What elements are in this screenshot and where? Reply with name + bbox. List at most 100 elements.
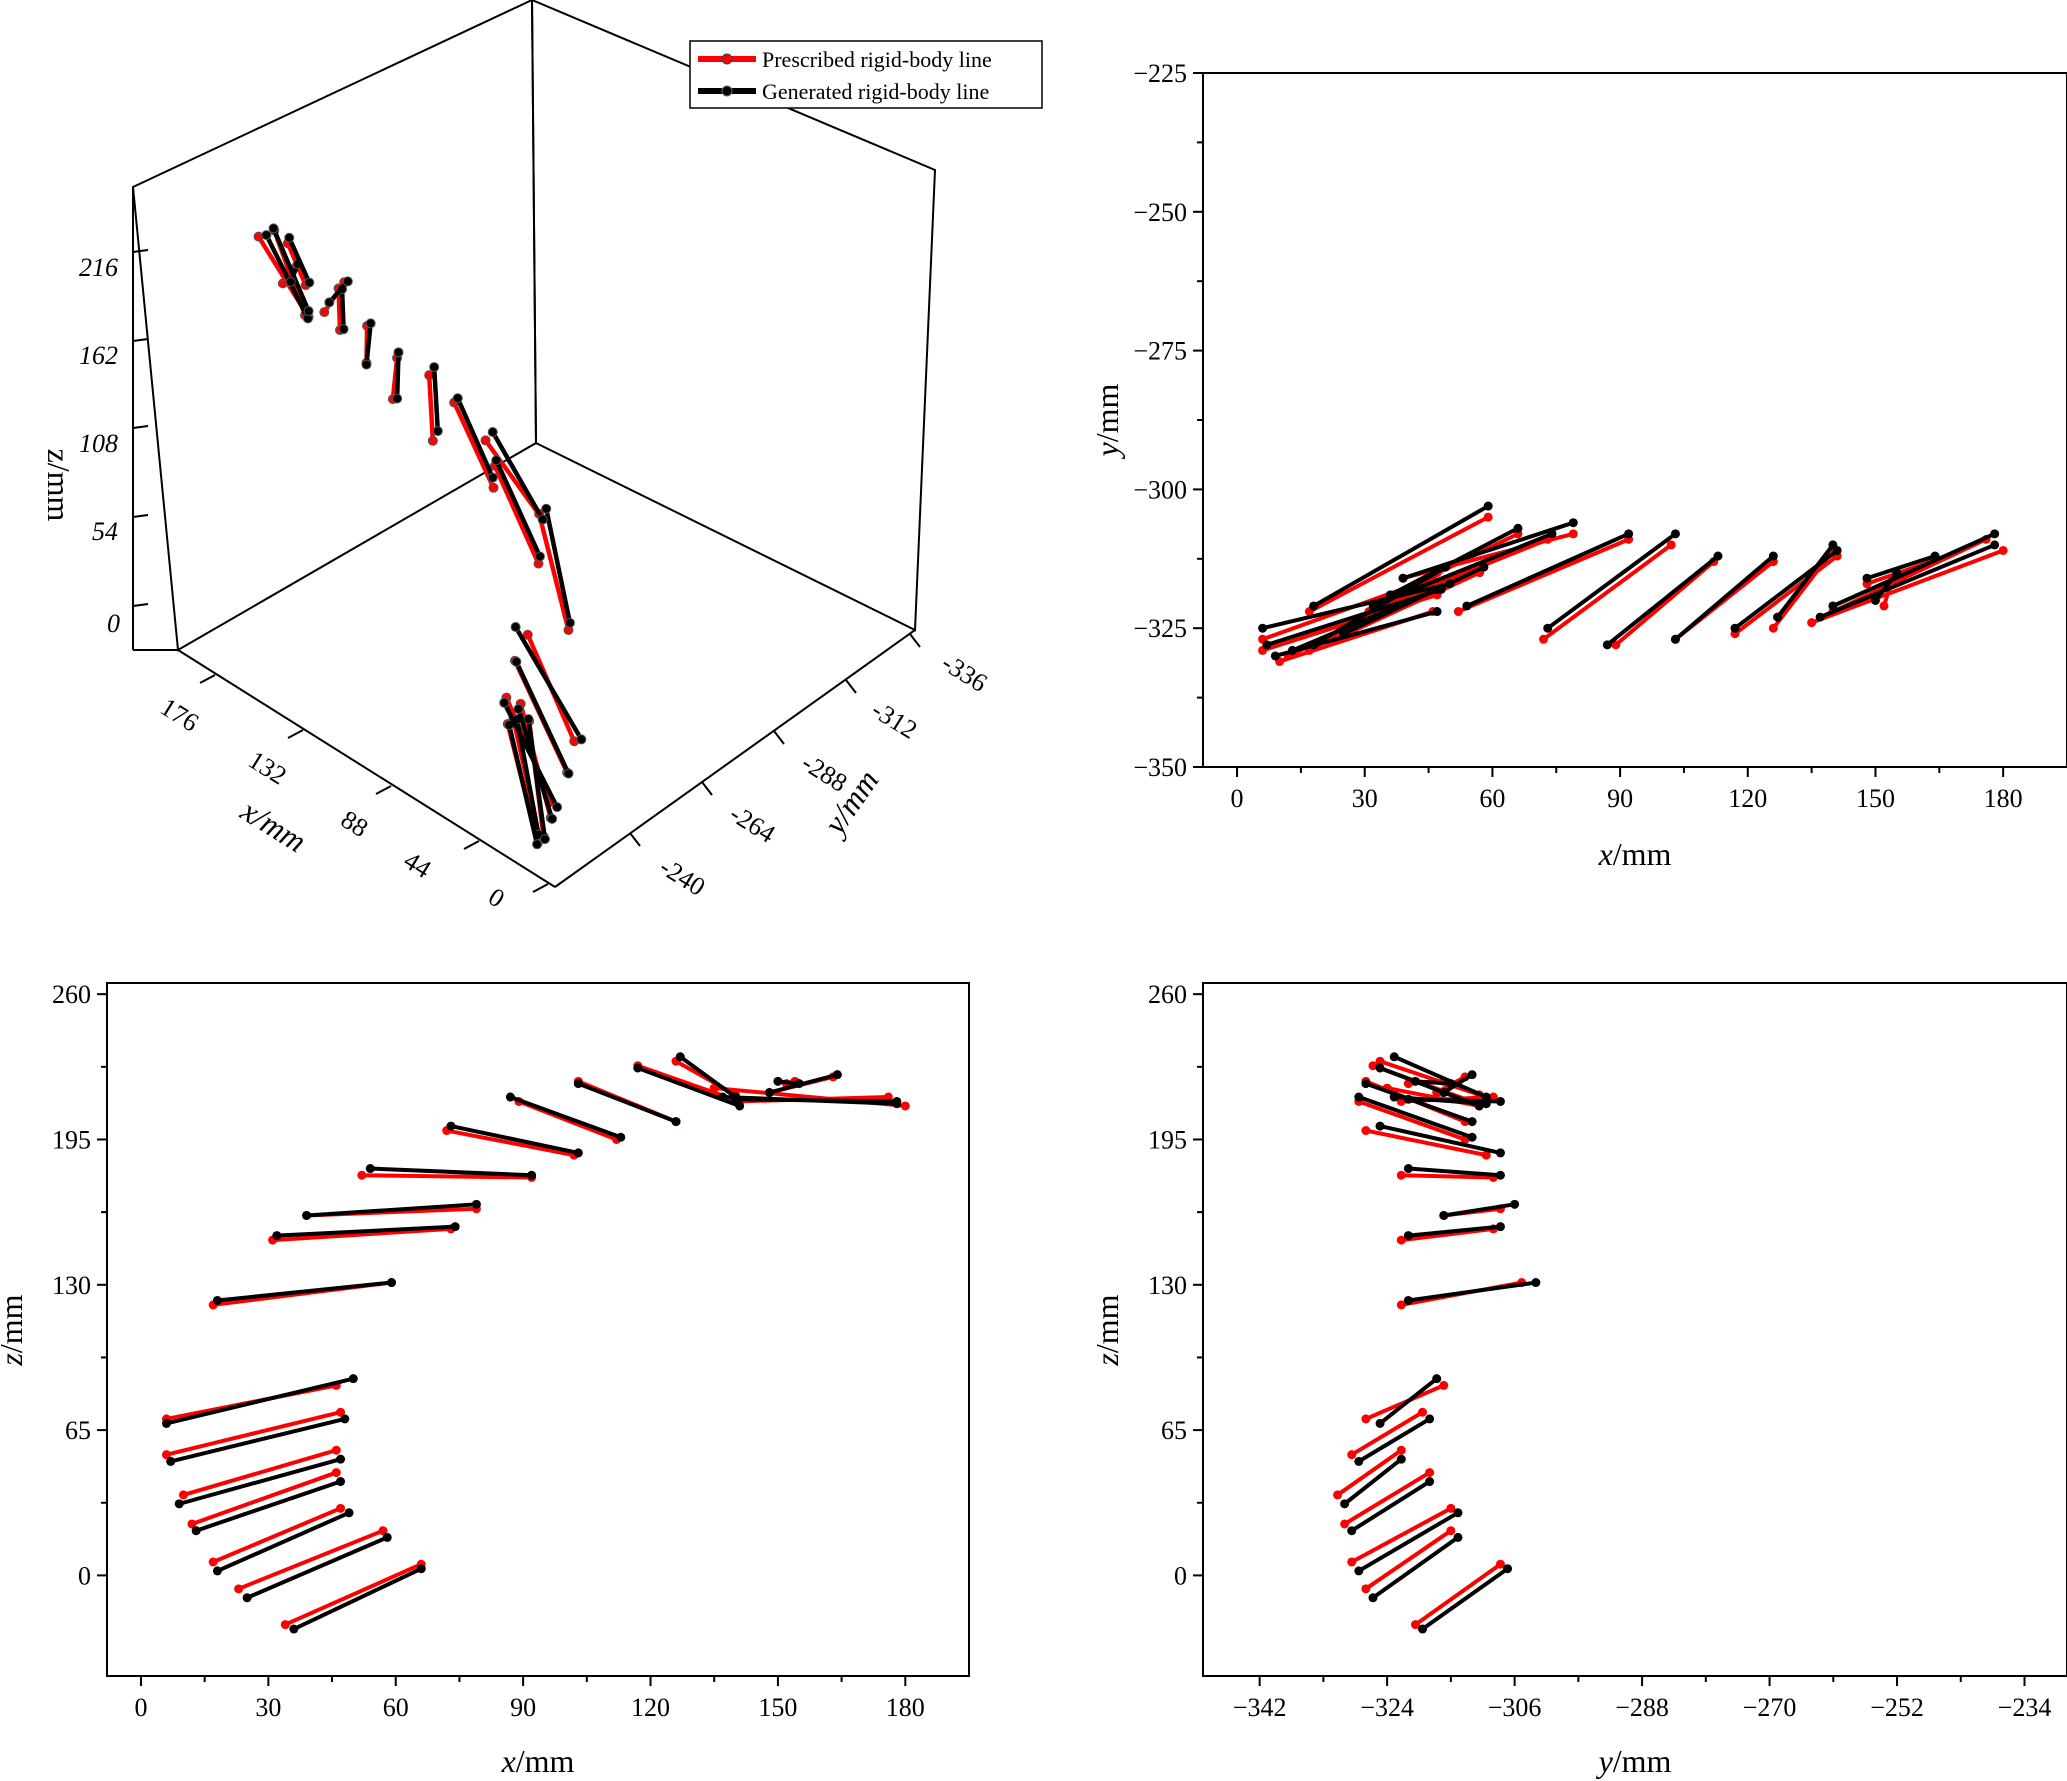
generated-endpoint — [191, 1526, 201, 1536]
generated-segment — [1372, 531, 1553, 608]
generated-segment — [577, 1081, 677, 1124]
prescribed-segment — [1379, 1059, 1480, 1097]
generated-endpoint — [242, 1593, 252, 1603]
generated-segment — [1832, 531, 1996, 608]
prescribed-endpoint — [1481, 1150, 1491, 1160]
prescribed-endpoint — [1375, 1056, 1385, 1066]
prescribed-segment — [361, 1173, 532, 1180]
generated-segment — [364, 323, 373, 365]
generated-segment — [1393, 1054, 1488, 1099]
generated-endpoint — [1389, 1052, 1399, 1062]
generated-endpoint — [1425, 1414, 1435, 1424]
generated-segment — [1775, 543, 1835, 619]
prescribed-segment — [1542, 543, 1673, 641]
generated-endpoint — [348, 1374, 358, 1384]
x-axis-ticks: 176 132 88 44 0 — [155, 674, 549, 914]
generated-endpoint — [1815, 612, 1825, 622]
generated-endpoint — [1403, 1295, 1413, 1305]
y-tick-label: −325 — [1133, 614, 1187, 643]
prescribed-segment — [284, 1562, 423, 1627]
generated-endpoint — [272, 1231, 282, 1241]
generated-endpoint — [576, 734, 587, 745]
x-tick-label: 180 — [1984, 784, 2023, 813]
prescribed-endpoint — [427, 435, 438, 446]
generated-endpoint — [1309, 601, 1319, 611]
generated-endpoint — [1713, 551, 1723, 561]
prescribed-segment — [1401, 1173, 1494, 1180]
generated-segment — [1442, 1072, 1474, 1095]
prescribed-segment — [536, 513, 571, 631]
legend-label-generated: Generated rigid-body line — [762, 79, 989, 104]
generated-segment — [1606, 554, 1720, 647]
generated-endpoint — [302, 1210, 312, 1220]
generated-segment — [1262, 581, 1451, 631]
x-tick-label: 30 — [1352, 784, 1378, 813]
generated-segment — [165, 1376, 354, 1426]
x-tick-label: −324 — [1360, 1693, 1414, 1722]
generated-endpoint — [1602, 640, 1612, 650]
x-tick-label: −288 — [1615, 1693, 1669, 1722]
generated-endpoint — [1462, 601, 1472, 611]
prescribed-endpoint — [1879, 601, 1889, 611]
legend-label-prescribed: Prescribed rigid-body line — [762, 47, 992, 72]
panel-xy-data — [1258, 501, 2008, 667]
generated-segment — [455, 397, 495, 479]
generated-endpoint — [573, 1148, 583, 1158]
generated-segment — [1873, 571, 1899, 602]
generated-endpoint — [1670, 529, 1680, 539]
prescribed-segment — [237, 1528, 384, 1591]
x-tick-label: 150 — [758, 1693, 797, 1722]
generated-segment — [1312, 504, 1490, 608]
generated-endpoint — [324, 297, 335, 308]
x-tick-label: 0 — [1231, 784, 1244, 813]
prescribed-endpoint — [522, 629, 533, 640]
generated-endpoint — [471, 1199, 481, 1209]
legend-marker-generated — [721, 85, 733, 97]
prescribed-endpoint — [1538, 634, 1548, 644]
generated-endpoint — [416, 1564, 426, 1574]
y-tick-label: 0 — [1174, 1561, 1187, 1590]
panel-xz-view: 0 30 60 90 120 150 180 0 65 130 195 260 x/mm z/mm — [0, 980, 970, 1779]
y-tick-label: 130 — [52, 1271, 91, 1300]
prescribed-endpoint — [1347, 1557, 1357, 1567]
back-pane-xz — [131, 0, 538, 652]
generated-endpoint — [1870, 595, 1880, 605]
prescribed-segment — [1414, 1562, 1502, 1627]
generated-endpoint — [1361, 1079, 1371, 1089]
generated-segment — [1402, 520, 1574, 581]
prescribed-endpoint — [1568, 529, 1578, 539]
z-tick-label: 216 — [79, 253, 118, 282]
generated-segment — [494, 459, 542, 558]
generated-endpoint — [1670, 634, 1680, 644]
generated-segment — [431, 366, 441, 432]
generated-endpoint — [212, 1566, 222, 1576]
generated-endpoint — [212, 1295, 222, 1305]
generated-endpoint — [832, 1070, 842, 1080]
y-axis-label: z/mm — [1089, 1294, 1125, 1366]
generated-endpoint — [1862, 573, 1872, 583]
x-tick-label: 150 — [1856, 784, 1895, 813]
generated-endpoint — [1568, 518, 1578, 528]
y-tick-label: −350 — [1133, 753, 1187, 782]
legend: Prescribed rigid-body line Generated rig… — [689, 40, 1043, 109]
panel-3d-view: 0 54 108 162 216 z/mm 176 132 88 44 0 x/… — [41, 0, 1043, 914]
generated-endpoint — [675, 1052, 685, 1062]
generated-endpoint — [1354, 1456, 1364, 1466]
y-tick-label: 65 — [1161, 1416, 1187, 1445]
prescribed-segment — [1364, 1529, 1452, 1591]
prescribed-endpoint — [336, 1407, 346, 1417]
generated-endpoint — [446, 1121, 456, 1131]
generated-endpoint — [892, 1096, 902, 1106]
generated-endpoint — [539, 834, 550, 845]
generated-endpoint — [1418, 1624, 1428, 1634]
generated-endpoint — [1483, 501, 1493, 511]
generated-endpoint — [537, 514, 548, 525]
x-tick-label: −306 — [1488, 1693, 1542, 1722]
generated-segment — [1357, 1417, 1431, 1464]
x-axis-label: y/mm — [1596, 1743, 1672, 1779]
x-tick-label: −234 — [1998, 1693, 2052, 1722]
x-tick-label: −342 — [1233, 1693, 1287, 1722]
prescribed-endpoint — [1361, 1126, 1371, 1136]
x-tick-label: 180 — [886, 1693, 925, 1722]
prescribed-segment — [1614, 560, 1716, 647]
